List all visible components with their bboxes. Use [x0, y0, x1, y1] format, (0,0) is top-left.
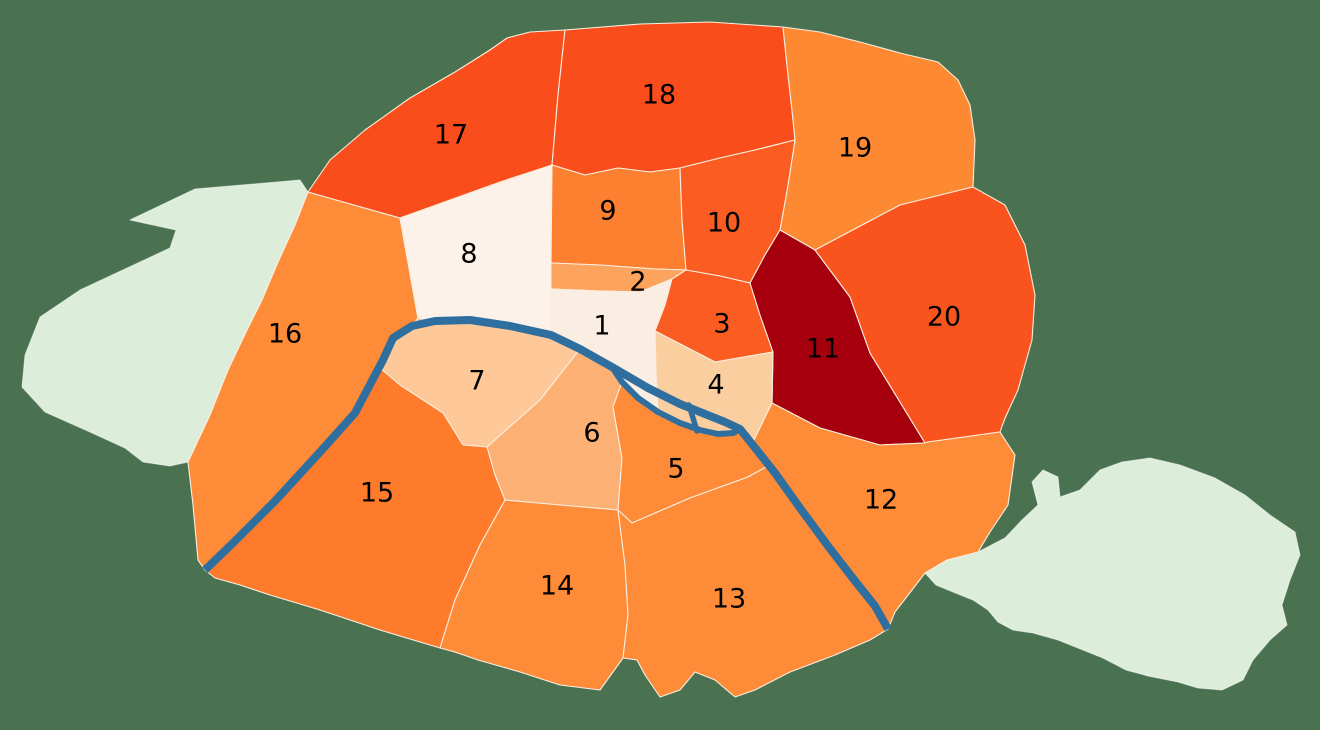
district-20	[814, 186, 1036, 444]
district-12-label: 12	[864, 485, 898, 516]
district-7-label: 7	[468, 366, 485, 397]
seine-river-main	[202, 316, 892, 631]
district-13-label: 13	[712, 584, 746, 615]
district-17-label: 17	[434, 120, 468, 151]
district-15-label: 15	[360, 478, 394, 509]
district-8-label: 8	[460, 239, 477, 270]
seine-river-south-branch	[609, 365, 742, 437]
district-1-label: 1	[593, 311, 610, 342]
district-11-label: 11	[806, 334, 840, 365]
district-9-label: 9	[599, 196, 616, 227]
district-4-label: 4	[707, 370, 724, 401]
district-16-label: 16	[268, 319, 302, 350]
river-layer	[202, 316, 892, 631]
district-19-label: 19	[838, 133, 872, 164]
district-2-label: 2	[629, 267, 646, 298]
district-20-label: 20	[927, 302, 961, 333]
district-3-label: 3	[713, 309, 730, 340]
districts-layer	[187, 21, 1036, 698]
seine-island-channel	[686, 402, 700, 434]
district-17	[307, 29, 566, 219]
labels-layer: 1 2 3 4 5 6 7 8 9 10 11 12 13 14 15 16 1…	[268, 80, 961, 615]
district-6-label: 6	[583, 418, 600, 449]
bois-de-vincennes	[924, 457, 1301, 691]
district-5-label: 5	[667, 454, 684, 485]
district-9	[550, 164, 687, 271]
district-10-label: 10	[707, 208, 741, 239]
district-14-label: 14	[540, 571, 574, 602]
district-18-label: 18	[642, 80, 676, 111]
